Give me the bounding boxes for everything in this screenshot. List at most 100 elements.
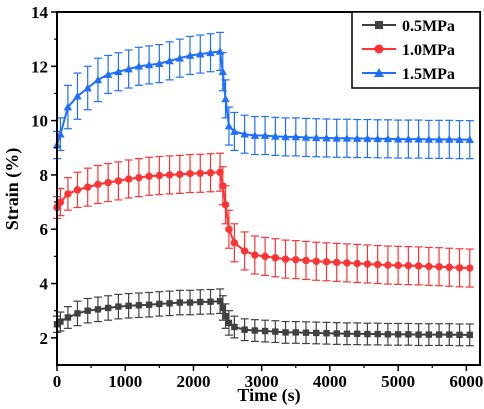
y-tick-label: 14 [31,3,49,22]
data-point [185,51,195,59]
y-tick-label: 6 [40,220,49,239]
data-point [343,259,351,267]
data-point [363,260,372,268]
data-point [435,263,443,271]
data-point [94,306,102,313]
series-1.0MPa [53,152,474,288]
data-point [292,329,299,336]
data-point [434,135,444,143]
data-point [373,260,382,269]
x-axis-title: Time (s) [237,385,300,406]
legend-marker [374,68,384,77]
data-point [155,59,164,67]
data-point [343,330,351,337]
data-point [312,257,320,265]
data-point [373,134,382,143]
data-point [114,67,123,76]
data-point [74,310,81,317]
data-point [425,262,433,271]
data-point [176,299,184,306]
legend: 0.5MPa 1.0MPa 1.5MPa [351,11,481,89]
data-point [333,258,341,267]
data-point [197,298,204,306]
data-point [104,178,112,187]
legend-item-1.5MPa: 1.5MPa [362,66,455,83]
data-point [145,301,153,308]
data-point [282,329,289,336]
data-point [186,299,194,306]
data-point [393,134,403,143]
data-point [64,314,72,321]
data-point [364,330,371,338]
y-tick-label: 2 [40,329,49,348]
data-point [271,254,280,262]
data-point [384,261,392,269]
data-point [241,326,248,333]
data-point [465,135,474,143]
data-point [231,323,238,331]
data-point [445,263,453,271]
data-point [156,300,163,308]
y-axis-title: Strain (%) [2,148,23,231]
data-point [404,134,413,143]
data-point [374,330,381,338]
data-point [135,302,143,309]
data-point [261,327,269,335]
data-point [64,190,72,198]
data-point [115,303,122,310]
data-point [384,331,392,338]
data-point [404,261,413,270]
data-point [73,186,82,194]
data-point [230,239,239,247]
data-point [218,67,227,76]
data-point [323,330,330,337]
data-point [455,264,464,272]
data-point [216,168,224,176]
data-point [353,330,361,337]
data-point [63,102,73,111]
data-point [313,329,320,337]
data-point [240,129,249,138]
data-point [405,331,412,338]
data-point [145,172,153,180]
data-point [206,169,215,177]
data-point [216,297,224,305]
data-point [292,255,300,264]
data-point [224,121,234,130]
data-point [93,75,103,84]
data-point [383,134,393,143]
data-point [230,127,239,135]
data-point [455,135,464,143]
data-point [57,318,64,325]
data-point [281,255,290,263]
data-point [103,70,113,78]
data-point [114,177,123,185]
data-point [165,56,174,65]
data-point [104,304,112,312]
data-point [83,83,92,92]
data-point [271,132,280,140]
data-point [165,171,174,179]
data-point [424,135,434,143]
data-point [176,170,184,179]
x-tick-label: 1000 [108,372,142,391]
data-point [353,259,361,268]
data-point [73,91,82,100]
data-point [446,331,453,338]
data-point [215,47,225,55]
data-point [206,48,215,57]
data-point [363,134,372,142]
legend-marker [374,44,384,54]
data-point [219,182,227,190]
data-point [144,60,154,69]
x-tick-label: 2000 [176,372,210,391]
data-point [84,307,91,314]
data-point [394,261,402,270]
data-point [322,258,331,266]
data-point [260,131,270,139]
data-point [186,169,194,178]
data-point [221,201,230,209]
data-point [302,256,310,265]
data-point [251,251,259,259]
data-point [135,173,143,182]
